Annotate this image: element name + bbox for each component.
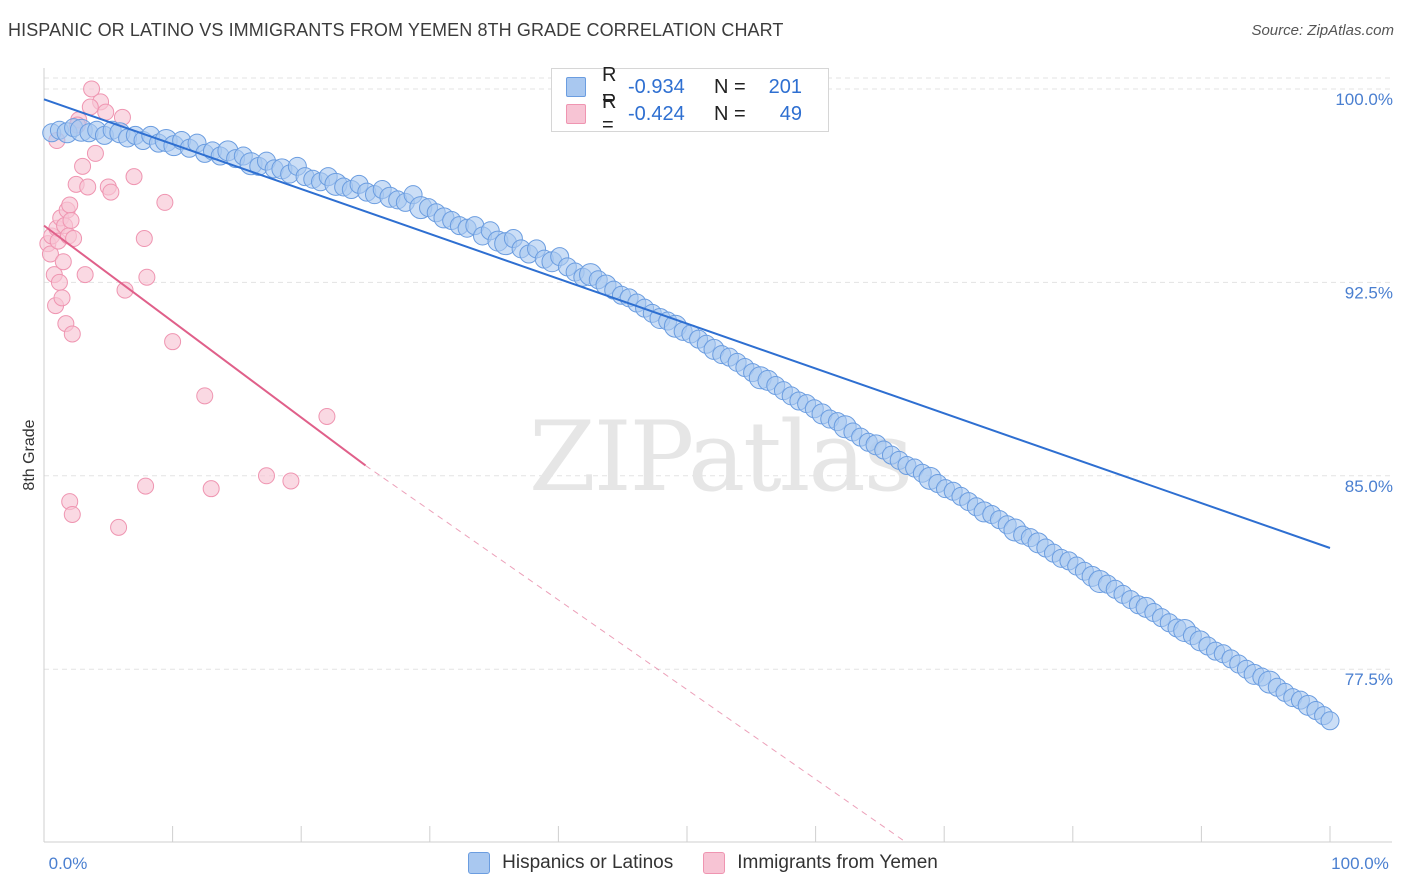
yemen-point — [102, 183, 120, 201]
hispanic-points — [42, 118, 1340, 731]
legend-row-hispanic: R = -0.934 N = 201 — [566, 64, 802, 109]
legend-r-label: R = — [602, 91, 617, 136]
yemen-point — [137, 477, 155, 495]
yemen-points — [39, 80, 336, 536]
legend-swatch-pink — [566, 104, 586, 124]
yemen-trend-line — [43, 224, 367, 467]
y-tick-label: 100.0% — [1335, 90, 1393, 109]
yemen-point — [76, 266, 94, 284]
yemen-point — [110, 518, 128, 536]
bottom-legend-hispanic: Hispanics or Latinos — [468, 852, 673, 874]
yemen-trend-extension — [365, 465, 906, 843]
bottom-legend-yemen: Immigrants from Yemen — [703, 852, 938, 874]
trend-lines — [43, 98, 1331, 843]
yemen-point — [54, 253, 72, 271]
chart-title: HISPANIC OR LATINO VS IMMIGRANTS FROM YE… — [8, 20, 784, 40]
bottom-legend-swatch-pink — [703, 852, 726, 874]
legend-row-yemen: R = -0.424 N = 49 — [566, 91, 802, 136]
y-tick-label: 85.0% — [1345, 477, 1393, 496]
x-tick-label: 0.0% — [49, 854, 88, 873]
yemen-point — [156, 193, 174, 211]
yemen-point — [62, 211, 80, 229]
legend-n-label: N = — [714, 102, 746, 125]
yemen-point — [125, 168, 143, 186]
legend-r-value: -0.934 — [628, 75, 685, 98]
yemen-point — [318, 407, 336, 425]
yemen-point — [83, 80, 101, 98]
yemen-point — [79, 178, 97, 196]
legend-n-label: N = — [714, 75, 746, 98]
x-tick-label: 100.0% — [1331, 854, 1389, 873]
yemen-point — [196, 387, 214, 405]
yemen-point — [50, 273, 68, 291]
bottom-legend-swatch-blue — [468, 852, 491, 874]
x-tick-labels: 0.0% 100.0% — [49, 854, 1389, 873]
y-tick-label: 92.5% — [1345, 283, 1393, 302]
yemen-point — [97, 103, 115, 121]
yemen-point — [282, 472, 300, 490]
yemen-point — [138, 268, 156, 286]
yemen-point — [86, 144, 104, 162]
watermark: ZIPatlas — [529, 401, 911, 513]
yemen-point — [257, 467, 275, 485]
y-axis-label: 8th Grade — [21, 419, 38, 490]
yemen-point — [63, 325, 81, 343]
legend-n-value: 201 — [768, 75, 802, 98]
hispanic-trend-line — [43, 98, 1331, 549]
legend-r-value: -0.424 — [628, 102, 685, 125]
y-tick-labels: 77.5% 85.0% 92.5% 100.0% — [1335, 90, 1393, 689]
legend-swatch-blue — [566, 77, 586, 97]
bottom-legend-label: Hispanics or Latinos — [502, 852, 674, 873]
axes — [43, 68, 1392, 843]
source-label: Source: ZipAtlas.com — [1251, 22, 1394, 39]
yemen-point — [63, 505, 81, 523]
yemen-point — [41, 245, 59, 263]
yemen-point — [53, 289, 71, 307]
yemen-point — [135, 230, 153, 248]
legend-n-value: 49 — [779, 102, 802, 125]
y-tick-label: 77.5% — [1345, 670, 1393, 689]
hispanic-point — [1320, 711, 1340, 731]
yemen-point — [116, 281, 134, 299]
legend: R = -0.934 N = 201 R = -0.424 N = 49 — [551, 64, 829, 136]
yemen-point — [74, 157, 92, 175]
yemen-point — [202, 480, 220, 498]
legend-r-label: R = — [602, 64, 617, 109]
bottom-legend-label: Immigrants from Yemen — [737, 852, 938, 873]
yemen-point — [164, 333, 182, 351]
yemen-point — [61, 196, 79, 214]
bottom-legend: Hispanics or Latinos Immigrants from Yem… — [0, 852, 1406, 874]
